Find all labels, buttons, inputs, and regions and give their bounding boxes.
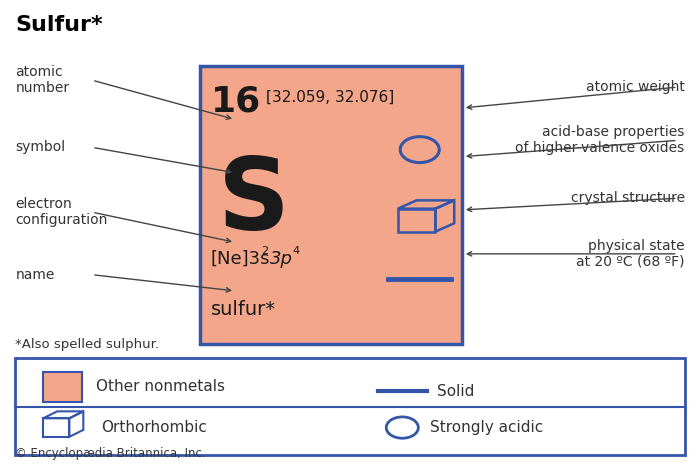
Text: Strongly acidic: Strongly acidic [430, 420, 543, 435]
Text: *Also spelled sulphur.: *Also spelled sulphur. [15, 338, 160, 351]
Text: crystal structure: crystal structure [570, 191, 685, 205]
FancyBboxPatch shape [15, 358, 685, 455]
Text: acid-base properties
of higher-valence oxides: acid-base properties of higher-valence o… [515, 125, 685, 156]
Text: [Ne]3s: [Ne]3s [211, 250, 270, 268]
Text: 3p: 3p [270, 250, 293, 268]
Text: physical state
at 20 ºC (68 ºF): physical state at 20 ºC (68 ºF) [576, 239, 685, 269]
Text: atomic weight: atomic weight [586, 80, 685, 94]
Text: sulfur*: sulfur* [211, 300, 276, 319]
Text: name: name [15, 267, 55, 281]
Text: Sulfur*: Sulfur* [15, 15, 103, 35]
Text: Solid: Solid [438, 384, 475, 399]
Text: Orthorhombic: Orthorhombic [101, 420, 206, 435]
Text: 2: 2 [261, 246, 268, 256]
Text: [32.059, 32.076]: [32.059, 32.076] [266, 89, 395, 104]
Text: atomic
number: atomic number [15, 65, 69, 95]
Text: S: S [218, 154, 290, 251]
Text: Other nonmetals: Other nonmetals [95, 379, 225, 394]
Text: electron
configuration: electron configuration [15, 197, 108, 227]
Text: © Encyclopædia Britannica, Inc.: © Encyclopædia Britannica, Inc. [15, 447, 206, 460]
Text: symbol: symbol [15, 140, 66, 154]
FancyBboxPatch shape [43, 372, 82, 402]
Text: 4: 4 [293, 246, 300, 256]
Text: 16: 16 [211, 85, 261, 119]
FancyBboxPatch shape [200, 66, 461, 344]
